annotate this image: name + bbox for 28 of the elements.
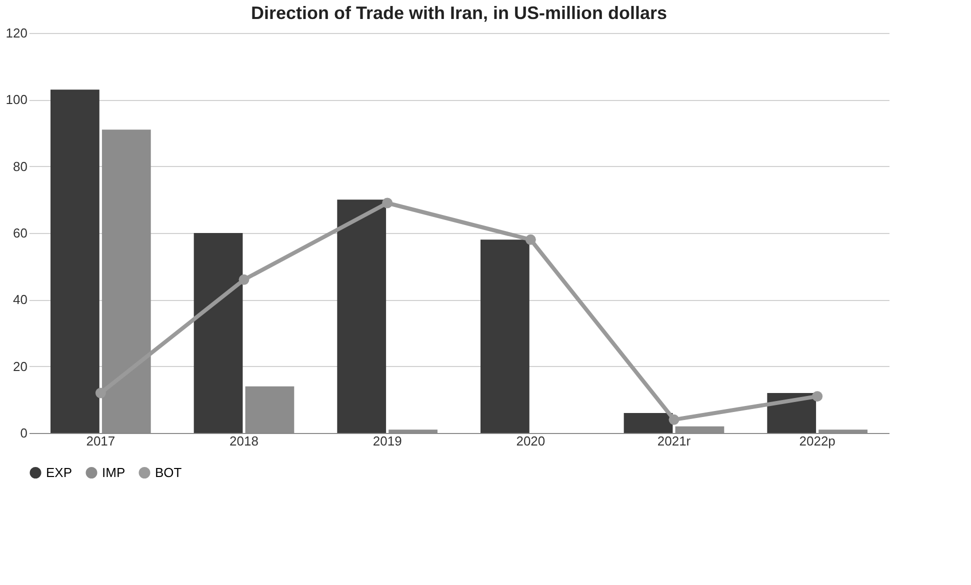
point xyxy=(812,391,823,402)
legend-label: IMP xyxy=(102,464,126,480)
chart-title: Direction of Trade with Iran, in US-million dollars xyxy=(250,3,668,23)
y-tick-label: 60 xyxy=(13,226,28,240)
y-tick-label: 20 xyxy=(13,358,28,374)
x-tick-label: 2022p xyxy=(799,434,836,448)
bar xyxy=(50,90,100,433)
point xyxy=(95,388,106,398)
x-tick-label: 2020 xyxy=(516,434,546,448)
point xyxy=(525,234,536,245)
bar xyxy=(194,233,243,433)
x-tick-label: 2021r xyxy=(657,434,692,448)
point xyxy=(382,198,393,208)
bar xyxy=(480,240,530,433)
y-tick-label: 80 xyxy=(13,158,28,174)
legend-label: BOT xyxy=(155,464,182,480)
y-tick-label: 0 xyxy=(20,426,28,440)
x-tick-label: 2018 xyxy=(230,434,258,448)
bar xyxy=(624,413,673,433)
y-tick-label: 40 xyxy=(13,292,28,308)
point xyxy=(238,274,250,285)
bar xyxy=(337,200,386,433)
y-tick-label: 120 xyxy=(6,26,28,40)
x-tick-label: 2019 xyxy=(372,434,402,448)
point xyxy=(668,414,680,425)
y-tick-label: 100 xyxy=(6,92,28,108)
legend-label: EXP xyxy=(46,464,72,480)
x-tick-label: 2017 xyxy=(86,434,116,448)
